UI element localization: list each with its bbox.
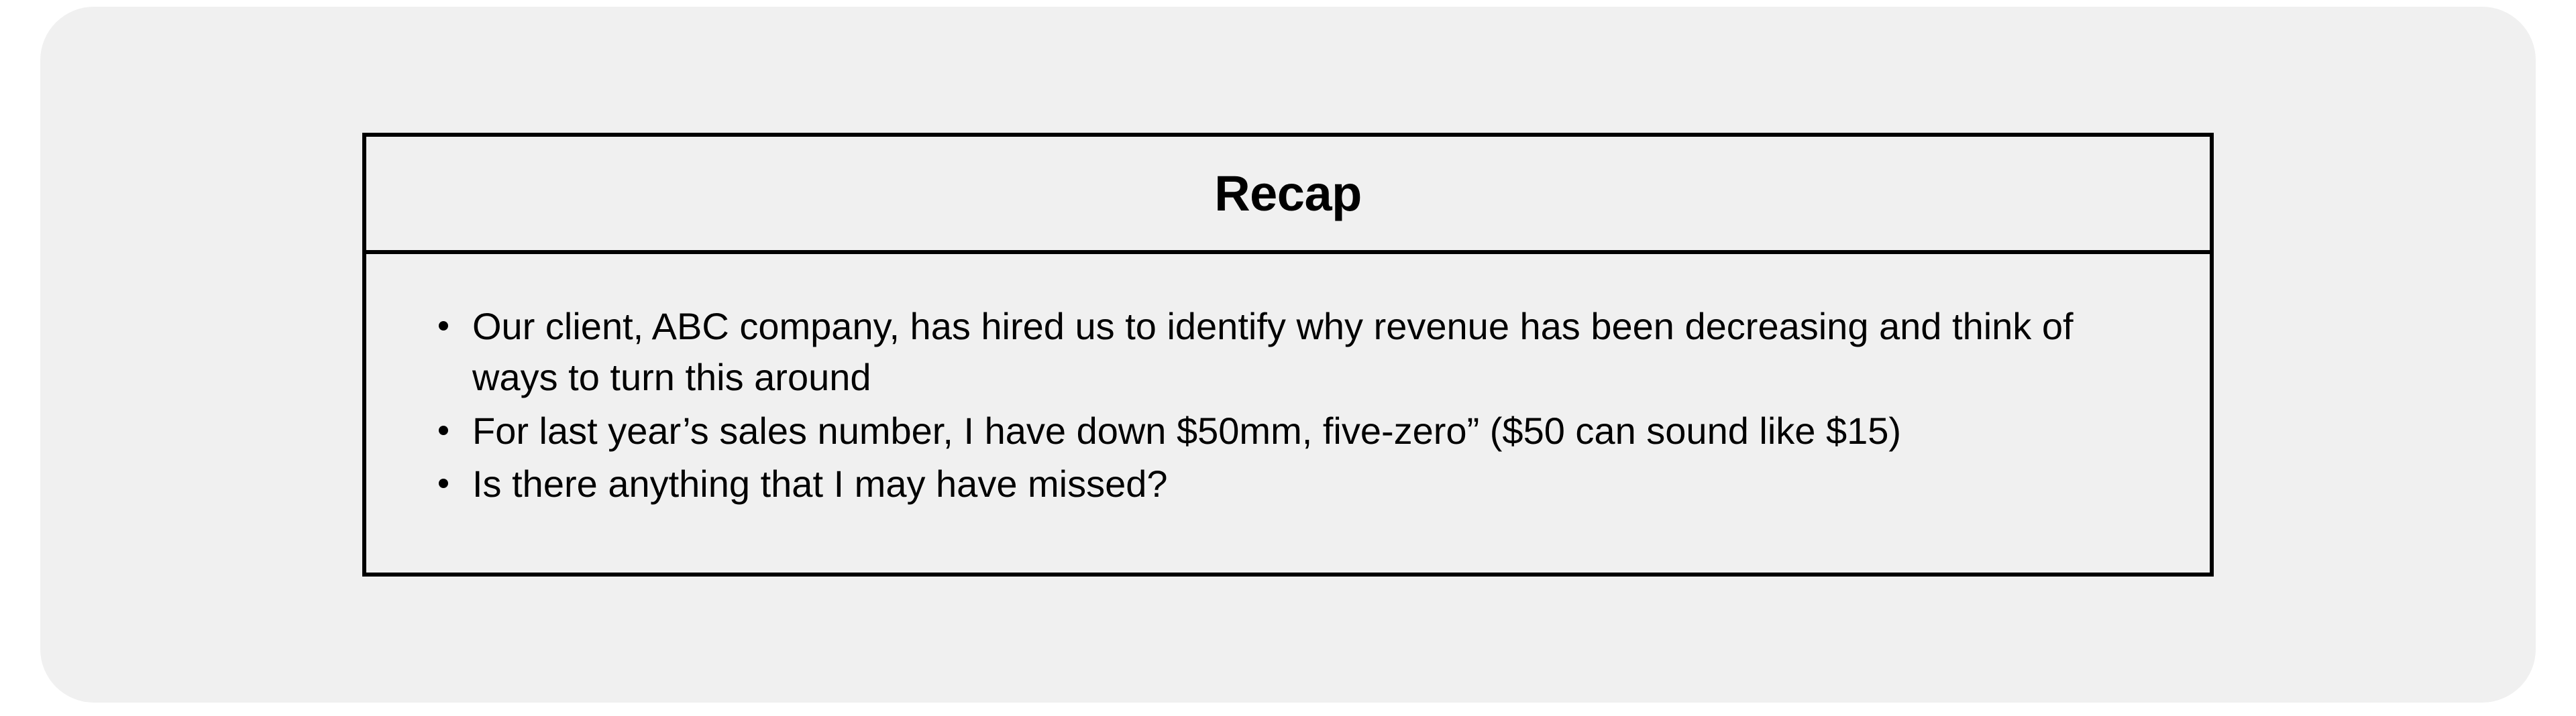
recap-bullet: Our client, ABC company, has hired us to… (427, 301, 2149, 402)
recap-bullets: Our client, ABC company, has hired us to… (427, 301, 2149, 509)
recap-bullet: For last year’s sales number, I have dow… (427, 406, 2149, 457)
recap-box: Recap Our client, ABC company, has hired… (362, 133, 2214, 576)
recap-header: Recap (366, 137, 2210, 254)
recap-title: Recap (380, 165, 2196, 222)
outer-panel: Recap Our client, ABC company, has hired… (40, 7, 2536, 703)
recap-body: Our client, ABC company, has hired us to… (366, 254, 2210, 572)
recap-bullet: Is there anything that I may have missed… (427, 459, 2149, 510)
